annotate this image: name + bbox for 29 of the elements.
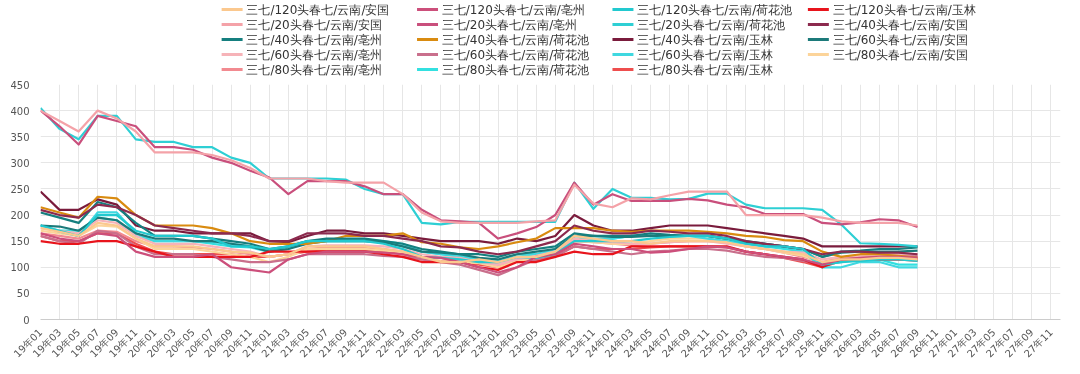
legend-label: 三七/80头春七/云南/玉林 <box>637 62 773 77</box>
legend-label: 三七/80头春七/云南/安国 <box>832 47 969 62</box>
legend-label: 三七/80头春七/云南/荷花池 <box>441 62 590 77</box>
y-tick-label: 200 <box>10 210 30 222</box>
legend-label: 三七/60头春七/云南/荷花池 <box>441 47 590 62</box>
legend-label: 三七/40头春七/云南/玉林 <box>637 32 773 47</box>
legend-label: 三七/60头春七/云南/亳州 <box>246 47 382 62</box>
y-tick-label: 400 <box>10 105 30 117</box>
y-tick-label: 100 <box>10 262 30 274</box>
legend-label: 三七/120头春七/云南/安国 <box>246 2 390 17</box>
legend-label: 三七/40头春七/云南/荷花池 <box>441 32 590 47</box>
legend-label: 三七/60头春七/云南/安国 <box>832 32 969 47</box>
legend-label: 三七/40头春七/云南/安国 <box>832 17 969 32</box>
legend-label: 三七/20头春七/云南/荷花池 <box>637 17 785 32</box>
y-tick-label: 150 <box>10 236 30 248</box>
legend-label: 三七/120头春七/云南/亳州 <box>441 2 585 17</box>
y-tick-label: 0 <box>23 314 30 326</box>
y-tick-label: 300 <box>10 157 30 169</box>
y-tick-label: 350 <box>10 131 30 143</box>
legend-label: 三七/40头春七/云南/亳州 <box>246 32 382 47</box>
legend-label: 三七/20头春七/云南/亳州 <box>441 17 578 32</box>
y-tick-label: 450 <box>10 79 30 91</box>
y-tick-label: 250 <box>10 183 30 195</box>
legend-label: 三七/120头春七/云南/玉林 <box>832 2 976 17</box>
legend-label: 三七/80头春七/云南/亳州 <box>246 62 382 77</box>
legend-label: 三七/60头春七/云南/玉林 <box>637 47 773 62</box>
y-tick-label: 50 <box>16 288 30 300</box>
legend-label: 三七/120头春七/云南/荷花池 <box>637 2 793 17</box>
legend-label: 三七/20头春七/云南/安国 <box>246 17 382 32</box>
